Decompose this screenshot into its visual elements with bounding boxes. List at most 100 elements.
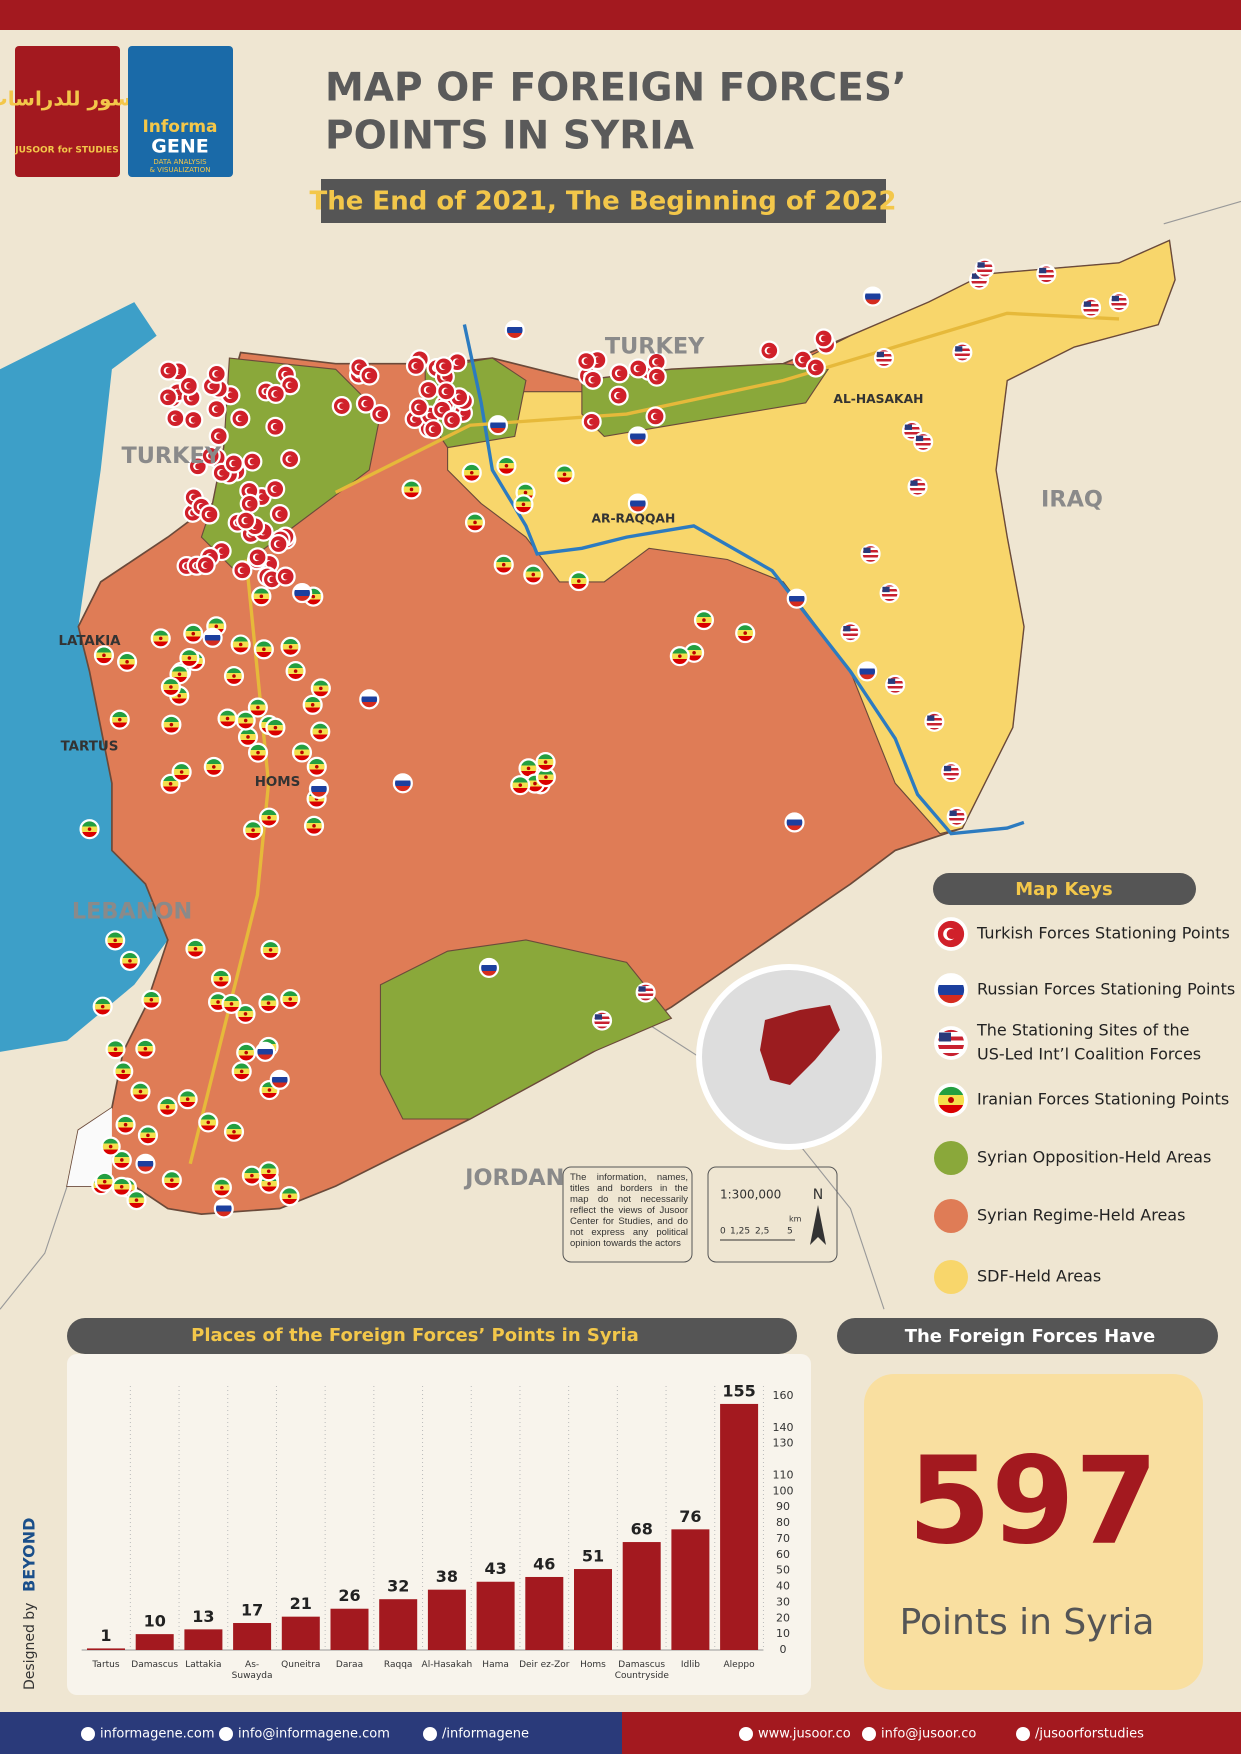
marker-symbol <box>460 409 467 416</box>
designed-by: Designed by <box>22 1603 38 1690</box>
scale-ratio: 1:300,000 <box>720 1188 781 1202</box>
marker-symbol <box>456 394 463 401</box>
marker-symbol <box>955 346 963 352</box>
marker-symbol <box>203 562 210 569</box>
marker-symbol <box>469 470 474 475</box>
marker-symbol <box>256 750 260 755</box>
value-label: 10 <box>144 1612 166 1631</box>
x-tick-label: Damascus <box>131 1660 179 1670</box>
marker-symbol <box>225 716 230 721</box>
marker-symbol <box>262 647 266 652</box>
keys-title: Map Keys <box>1015 879 1113 900</box>
marker-symbol <box>232 674 236 678</box>
marker-symbol <box>319 686 323 691</box>
marker-russia <box>504 320 525 341</box>
bar <box>379 1599 418 1650</box>
value-label: 1 <box>100 1626 111 1645</box>
marker-symbol <box>521 502 526 507</box>
marker-russia <box>786 588 807 609</box>
footer-icon <box>739 1727 753 1741</box>
marker-symbol <box>170 1178 174 1182</box>
marker-symbol <box>267 1181 271 1186</box>
marker-symbol <box>165 394 172 401</box>
key-label: The Stationing Sites of the <box>976 1021 1189 1040</box>
y-tick-label: 20 <box>776 1611 790 1624</box>
marker-symbol <box>273 390 280 397</box>
x-tick-label: Quneitra <box>281 1660 321 1670</box>
marker-symbol <box>413 362 420 369</box>
marker-russia <box>784 812 805 833</box>
marker-symbol <box>339 403 346 410</box>
marker-symbol <box>939 1032 951 1042</box>
subtitle-box <box>321 179 886 223</box>
marker-symbol <box>214 370 221 377</box>
marker-symbol <box>977 262 985 268</box>
y-tick-label: 110 <box>773 1468 794 1481</box>
marker-symbol <box>439 406 446 413</box>
chart-title: Places of the Foreign Forces’ Points in … <box>191 1325 639 1346</box>
bar <box>574 1569 612 1650</box>
marker-symbol <box>443 388 450 395</box>
marker-symbol <box>268 948 273 952</box>
highway <box>334 311 1120 494</box>
keys-header <box>933 873 1196 905</box>
y-tick-label: 70 <box>776 1532 790 1545</box>
marker-russia <box>478 957 500 979</box>
marker-russia <box>857 661 878 682</box>
bar <box>233 1623 272 1650</box>
key-label: Russian Forces Stationing Points <box>977 980 1235 999</box>
scale-tick: 2,5 <box>755 1227 769 1237</box>
footer-text: /informagene <box>442 1727 529 1742</box>
marker-symbol <box>169 685 173 689</box>
marker-symbol <box>377 411 384 418</box>
footer-text: /jusoorforstudies <box>1035 1727 1144 1742</box>
x-tick-label: Homs <box>580 1660 606 1670</box>
marker-russia <box>392 773 413 794</box>
key-label: US-Led Int’l Coalition Forces <box>977 1045 1201 1064</box>
value-label: 32 <box>387 1577 409 1596</box>
marker-symbol <box>208 452 215 459</box>
y-tick-label: 90 <box>776 1500 790 1513</box>
chart-header <box>67 1318 797 1354</box>
marker-symbol <box>652 413 660 420</box>
marker-symbol <box>179 770 184 774</box>
marker-symbol <box>1039 267 1047 274</box>
y-tick-label: 130 <box>773 1437 794 1450</box>
marker-symbol <box>366 372 373 379</box>
marker-symbol <box>287 382 294 389</box>
marker-symbol <box>259 594 264 599</box>
marker-symbol <box>267 815 271 820</box>
marker-symbol <box>237 415 244 422</box>
marker-symbol <box>543 760 548 764</box>
marker-symbol <box>518 783 523 787</box>
marker-symbol <box>165 367 172 374</box>
marker-symbol <box>266 560 273 567</box>
golan-area <box>67 1107 112 1187</box>
marker-russia <box>627 493 648 514</box>
total-header <box>837 1318 1218 1354</box>
total-value: 597 <box>908 1433 1159 1572</box>
marker-russia <box>213 1198 234 1219</box>
marker-symbol <box>425 386 432 393</box>
marker-symbol <box>231 460 238 467</box>
marker-symbol <box>239 567 246 574</box>
marker-symbol <box>193 946 198 951</box>
marker-symbol <box>283 573 290 580</box>
marker-symbol <box>526 766 531 771</box>
scale-tick: 0 <box>720 1227 726 1237</box>
marker-symbol <box>244 1050 249 1055</box>
marker-symbol <box>1111 295 1119 302</box>
marker-symbol <box>212 765 216 769</box>
bar <box>184 1629 223 1650</box>
marker-symbol <box>102 653 106 658</box>
marker-symbol <box>219 976 223 981</box>
marker-symbol <box>125 660 129 664</box>
border-line <box>0 1185 68 1310</box>
logo-arabic: جسور للدراسات <box>0 87 146 111</box>
marker-symbol <box>454 359 461 366</box>
marker-symbol <box>654 358 661 365</box>
key-label: Syrian Regime-Held Areas <box>977 1206 1185 1225</box>
y-tick-label: 40 <box>776 1580 790 1593</box>
marker-symbol <box>312 824 316 828</box>
